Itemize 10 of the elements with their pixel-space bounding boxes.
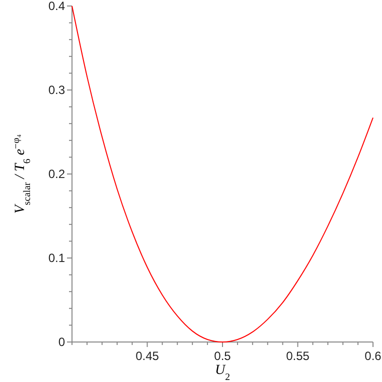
y-tick-label: 0.2 (48, 167, 66, 181)
x-tick-label: 0.55 (286, 349, 310, 363)
y-tick-label: 0.1 (48, 251, 66, 265)
x-tick-label: 0.45 (136, 349, 160, 363)
x-tick-label: 0.5 (214, 349, 232, 363)
x-axis-title: U$_{2}$ (214, 363, 230, 382)
y-tick-label: 0.3 (48, 83, 66, 97)
y-tick-label: 0.4 (48, 0, 66, 13)
y-tick-label: 0 (58, 335, 66, 349)
x-tick-label: 0.6 (364, 349, 382, 363)
